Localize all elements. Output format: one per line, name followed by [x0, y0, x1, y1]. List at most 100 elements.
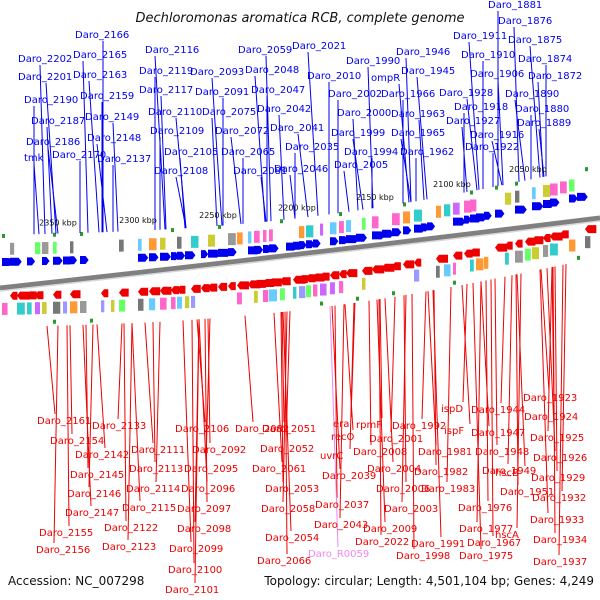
reverse-gene-label: Daro_2097: [177, 504, 231, 515]
forward-category-box: [320, 223, 324, 236]
forward-label-connector: [211, 117, 218, 227]
reverse-label-connector: [384, 298, 394, 463]
forward-category-box: [191, 235, 199, 248]
forward-label-connector: [160, 95, 167, 230]
reverse-gene-arrow: [171, 286, 180, 295]
forward-gene-label: Daro_2075: [202, 107, 256, 118]
genome-backbone: [0, 215, 600, 291]
forward-category-box: [505, 192, 512, 205]
forward-marker: [280, 219, 283, 224]
forward-gene-label: Daro_1962: [400, 147, 454, 158]
reverse-label-connector: [376, 299, 386, 523]
forward-gene-label: Daro_2186: [26, 137, 80, 148]
reverse-category-box: [185, 296, 190, 309]
forward-gene-arrow: [149, 253, 159, 262]
reverse-gene-arrow: [543, 233, 551, 242]
reverse-gene-label: Daro_2004: [367, 464, 421, 475]
reverse-label-connector: [378, 299, 382, 536]
reverse-gene-label: hscB: [495, 468, 519, 479]
reverse-category-box: [101, 300, 105, 313]
forward-label-connector: [352, 118, 359, 211]
reverse-label-connector: [480, 281, 490, 427]
reverse-category-box: [119, 299, 126, 312]
reverse-gene-arrow: [464, 249, 473, 258]
forward-gene-label: Daro_2187: [31, 116, 85, 127]
forward-gene-label: Daro_2119: [139, 66, 193, 77]
reverse-label-connector: [421, 291, 427, 420]
reverse-gene-arrow: [436, 254, 449, 263]
reverse-gene-label: Daro_1992: [392, 421, 446, 432]
reverse-label-connector: [66, 325, 70, 527]
forward-marker: [218, 224, 221, 229]
forward-gene-label: Daro_2002: [328, 89, 382, 100]
forward-category-box: [453, 202, 460, 215]
forward-gene-arrow: [208, 249, 221, 258]
reverse-label-connector: [500, 276, 506, 404]
forward-gene-label: Daro_1945: [401, 66, 455, 77]
reverse-gene-label: Daro_2145: [70, 470, 124, 481]
reverse-gene-label: Daro_1975: [459, 551, 513, 562]
forward-gene-label: Daro_1999: [331, 128, 385, 139]
reverse-gene-arrow: [339, 270, 347, 279]
forward-label-connector: [398, 83, 410, 203]
reverse-marker: [392, 291, 395, 296]
forward-gene-label: Daro_2042: [257, 104, 311, 115]
reverse-category-box: [263, 289, 269, 302]
reverse-gene-label: Daro_1967: [467, 538, 521, 549]
scale-tick-label: 2150 kbp: [356, 193, 394, 202]
forward-gene-arrow: [453, 217, 466, 226]
reverse-label-connector: [152, 322, 156, 463]
reverse-category-box: [269, 289, 277, 302]
reverse-gene-label: Daro_2054: [265, 533, 319, 544]
reverse-marker: [53, 319, 56, 324]
reverse-gene-arrow: [495, 243, 508, 252]
reverse-gene-label: Daro_2156: [36, 545, 90, 556]
reverse-gene-label: Daro_2051: [262, 424, 316, 435]
forward-label-connector: [46, 126, 53, 234]
reverse-gene-arrow: [70, 290, 81, 299]
genome-backbone-highlight: [0, 220, 600, 292]
forward-gene-arrow: [346, 235, 359, 244]
forward-gene-label: Daro_2059: [238, 45, 292, 56]
reverse-gene-label: uvrC: [320, 451, 343, 462]
forward-gene-label: Daro_2072: [215, 126, 269, 137]
forward-gene-label: Daro_1928: [439, 88, 493, 99]
forward-label-connector: [491, 140, 503, 186]
reverse-gene-arrow: [585, 225, 597, 234]
reverse-gene-arrow: [346, 269, 358, 278]
forward-gene-label: Daro_2081: [233, 166, 287, 177]
forward-label-connector: [39, 64, 46, 234]
reverse-category-box: [293, 286, 297, 299]
forward-label-connector: [278, 114, 285, 220]
reverse-gene-arrow: [306, 274, 316, 283]
reverse-label-connector: [191, 319, 195, 564]
reverse-gene-label: Daro_2006: [376, 484, 430, 495]
summary-text: Topology: circular; Length: 4,501,104 bp…: [263, 574, 594, 588]
reverse-marker: [577, 255, 580, 260]
reverse-label-connector: [401, 294, 407, 503]
forward-gene-label: Daro_1874: [518, 54, 572, 65]
forward-gene-arrow: [372, 231, 385, 240]
forward-category-box: [372, 216, 379, 229]
forward-gene-arrow: [218, 248, 231, 257]
reverse-gene-arrow: [208, 283, 218, 292]
reverse-category-box: [280, 288, 285, 301]
reverse-label-connector: [540, 269, 550, 392]
reverse-gene-label: Daro_2115: [122, 503, 176, 514]
reverse-gene-label: Daro_2061: [252, 464, 306, 475]
reverse-gene-arrow: [280, 277, 291, 286]
forward-gene-label: Daro_1965: [391, 128, 445, 139]
reverse-label-connector: [558, 264, 564, 556]
forward-gene-arrow: [515, 205, 527, 214]
forward-marker: [495, 185, 498, 190]
reverse-category-box: [476, 258, 484, 271]
reverse-label-connector: [53, 325, 59, 544]
forward-category-box: [569, 179, 575, 192]
reverse-gene-label: Daro_2099: [169, 544, 223, 555]
forward-category-box: [346, 220, 351, 233]
forward-category-box: [149, 238, 157, 251]
reverse-gene-label: Daro_2066: [257, 556, 311, 567]
forward-gene-arrow: [495, 209, 505, 218]
forward-gene-arrow: [306, 240, 315, 249]
reverse-gene-label: Daro_1937: [533, 557, 587, 568]
